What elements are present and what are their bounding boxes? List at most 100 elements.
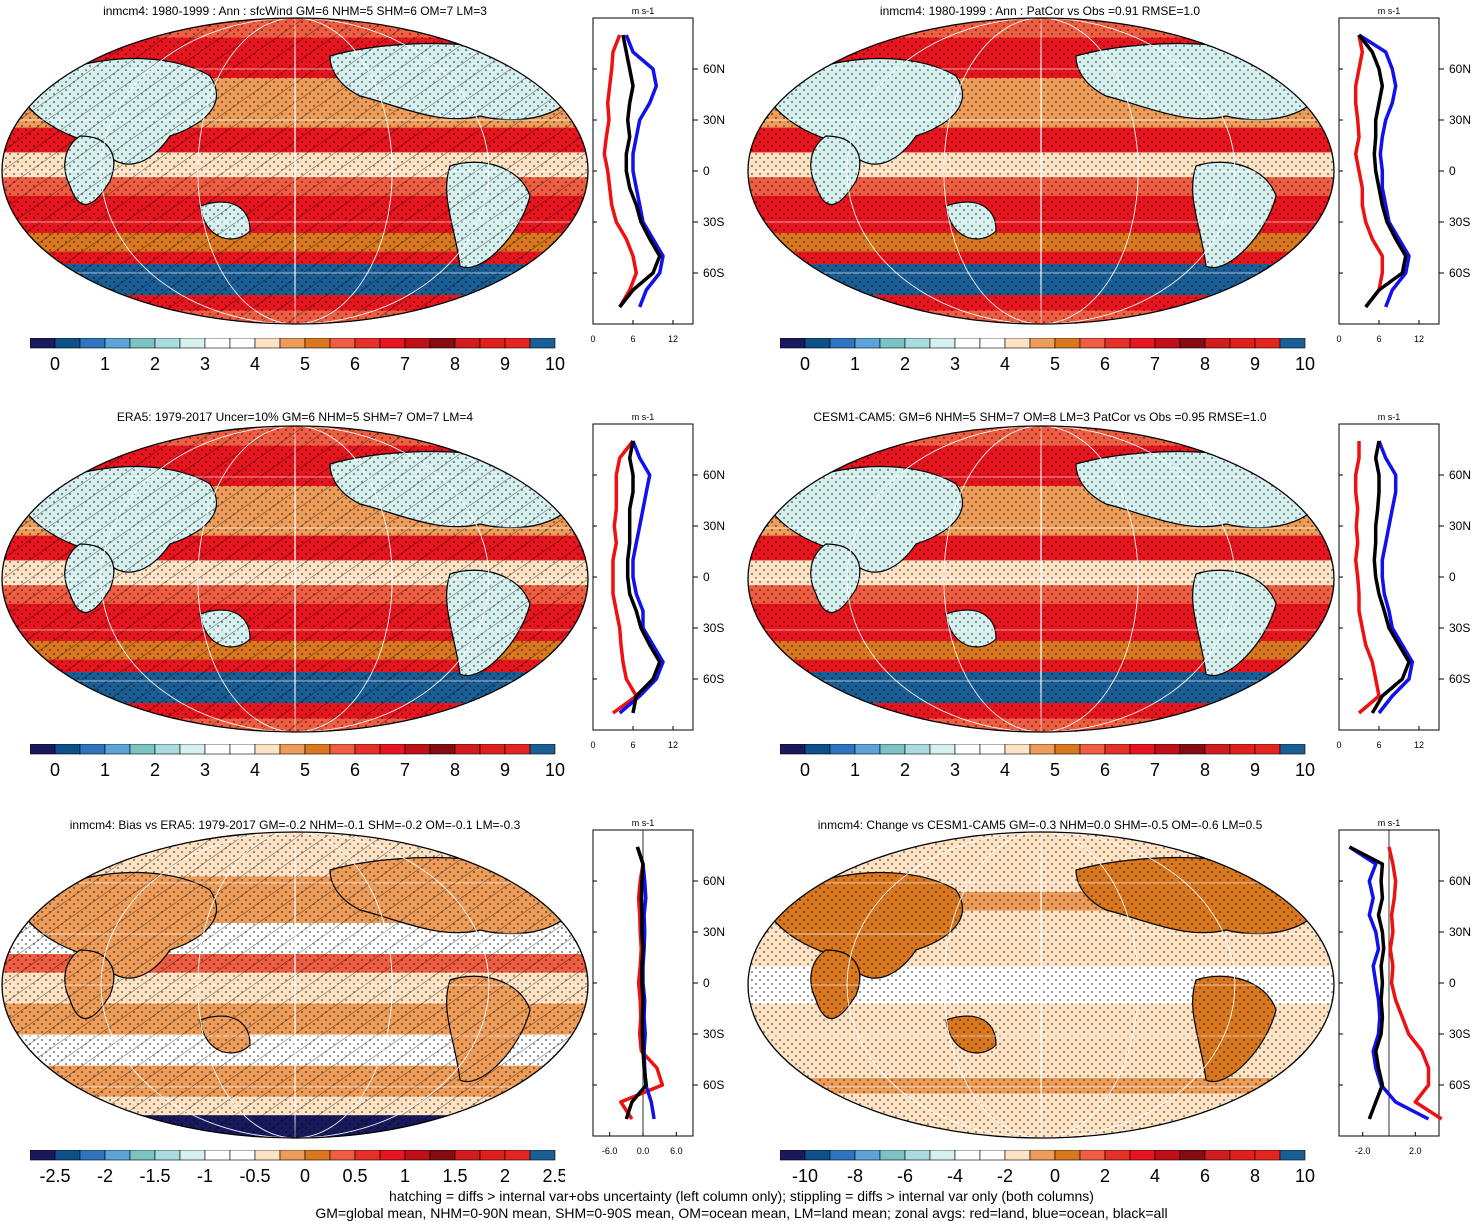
colorbar-box (854, 1150, 881, 1161)
colorbar-box (454, 338, 481, 349)
colorbar-label: 7 (400, 354, 410, 374)
colorbar-label: 0 (800, 760, 810, 780)
colorbar-box (104, 744, 131, 755)
colorbar-box (879, 744, 906, 755)
colorbar-box (379, 338, 406, 349)
colorbar-label: 7 (400, 760, 410, 780)
colorbar-label: 1 (100, 354, 110, 374)
zonal-xtick-label: 12 (1414, 740, 1424, 750)
colorbar-box (1179, 744, 1206, 755)
panel-6-colorbar: -10 -8 -6 -4 -2 0 2 4 6 8 10 (780, 1150, 1315, 1186)
zonal-ytick-label: 60S (703, 1078, 724, 1092)
colorbar-box (1029, 338, 1056, 349)
colorbar-box (204, 744, 231, 755)
map-border (1, 425, 589, 733)
colorbar-box (329, 744, 356, 755)
colorbar-label: 6 (1200, 1166, 1210, 1186)
zonal-ytick-label: 0 (703, 164, 710, 178)
graticule-lon (197, 832, 393, 1138)
zonal-line-all (1370, 440, 1411, 714)
colorbar-label: 7 (1150, 354, 1160, 374)
panel-2-zonal-plot: m s-1 60N 30N 0 30S 60S 0 6 12 (1336, 6, 1471, 344)
colorbar-box (30, 744, 56, 755)
colorbar-box (54, 744, 81, 755)
colorbar-box (204, 338, 231, 349)
zonal-ytick-label: 60S (1449, 266, 1470, 280)
colorbar-box (479, 744, 506, 755)
zonal-xtick-label: 12 (668, 740, 678, 750)
colorbar-box (1079, 338, 1106, 349)
zonal-ytick-label: 0 (1449, 164, 1456, 178)
panel-2-colorbar: 0 1 2 3 4 5 6 7 8 9 10 (780, 338, 1315, 374)
colorbar-box (54, 338, 81, 349)
colorbar-label: 6 (1100, 760, 1110, 780)
colorbar-label: 3 (200, 354, 210, 374)
zonal-ytick-label: 60N (703, 468, 725, 482)
colorbar-label: 0 (1050, 1166, 1060, 1186)
graticule-lon (294, 832, 296, 1138)
colorbar-box (429, 744, 456, 755)
colorbar-box (929, 1150, 956, 1161)
panel-5-colorbar: -2.5 -2 -1.5 -1 -0.5 0 0.5 1 1.5 2 2.5 (30, 1150, 565, 1186)
colorbar-box (1004, 744, 1031, 755)
colorbar-box (1279, 744, 1306, 755)
colorbar-box (1154, 338, 1181, 349)
colorbar-label: 5 (300, 760, 310, 780)
colorbar-label: 1 (850, 354, 860, 374)
zonal-ytick-label: 60N (703, 874, 725, 888)
colorbar-box (1254, 338, 1281, 349)
graticule-lon (100, 18, 490, 324)
graticule-lon (943, 18, 1139, 324)
colorbar-box (1279, 1150, 1306, 1161)
zonal-ytick-label: 0 (703, 570, 710, 584)
zonal-ytick-label: 0 (703, 976, 710, 990)
zonal-units: m s-1 (632, 6, 655, 16)
zonal-units: m s-1 (1378, 412, 1401, 422)
colorbar-box (929, 744, 956, 755)
colorbar-box (479, 338, 506, 349)
zonal-ytick-label: 30S (1449, 621, 1470, 635)
colorbar-box (1129, 338, 1156, 349)
colorbar-box (354, 1150, 381, 1161)
panel-2-map (747, 17, 1335, 325)
graticule-lon (846, 426, 1236, 732)
colorbar-label: 2.5 (542, 1166, 565, 1186)
colorbar-box (79, 338, 106, 349)
panel-3-colorbar: 0 1 2 3 4 5 6 7 8 9 10 (30, 744, 565, 780)
colorbar-box (1104, 338, 1131, 349)
colorbar-label: 4 (1150, 1166, 1160, 1186)
colorbar-label: 1 (100, 760, 110, 780)
colorbar-label: 3 (950, 760, 960, 780)
colorbar-box (529, 744, 556, 755)
zonal-xtick-label: 6.0 (670, 1146, 683, 1156)
colorbar-box (379, 744, 406, 755)
colorbar-box (854, 744, 881, 755)
zonal-xtick-label: 6 (1376, 334, 1381, 344)
colorbar-box (1029, 744, 1056, 755)
zonal-ytick-label: 30N (703, 113, 725, 127)
colorbar-label: -4 (947, 1166, 963, 1186)
colorbar-box (154, 744, 181, 755)
colorbar-label: 2 (1100, 1166, 1110, 1186)
colorbar-box (1004, 1150, 1031, 1161)
zonal-xtick-label: 0 (590, 740, 595, 750)
graticule-lon (846, 18, 1236, 324)
colorbar-label: 6 (350, 760, 360, 780)
panel-3-map (1, 425, 589, 733)
colorbar-label: 1.5 (442, 1166, 467, 1186)
colorbar-label: -2.5 (39, 1166, 70, 1186)
colorbar-box (1054, 338, 1081, 349)
colorbar-label: 5 (300, 354, 310, 374)
colorbar-label: 2 (150, 354, 160, 374)
colorbar-label: 8 (450, 354, 460, 374)
colorbar-box (404, 744, 431, 755)
zonal-line-all (624, 846, 649, 1120)
zonal-xtick-label: 2.0 (1409, 1146, 1422, 1156)
colorbar-box (179, 338, 206, 349)
panel-5-title: inmcm4: Bias vs ERA5: 1979-2017 GM=-0.2 … (69, 818, 521, 832)
zonal-ytick-label: 0 (1449, 570, 1456, 584)
colorbar-box (954, 1150, 981, 1161)
zonal-xtick-label: 0 (590, 334, 595, 344)
colorbar-box (804, 744, 831, 755)
colorbar-box (979, 338, 1006, 349)
